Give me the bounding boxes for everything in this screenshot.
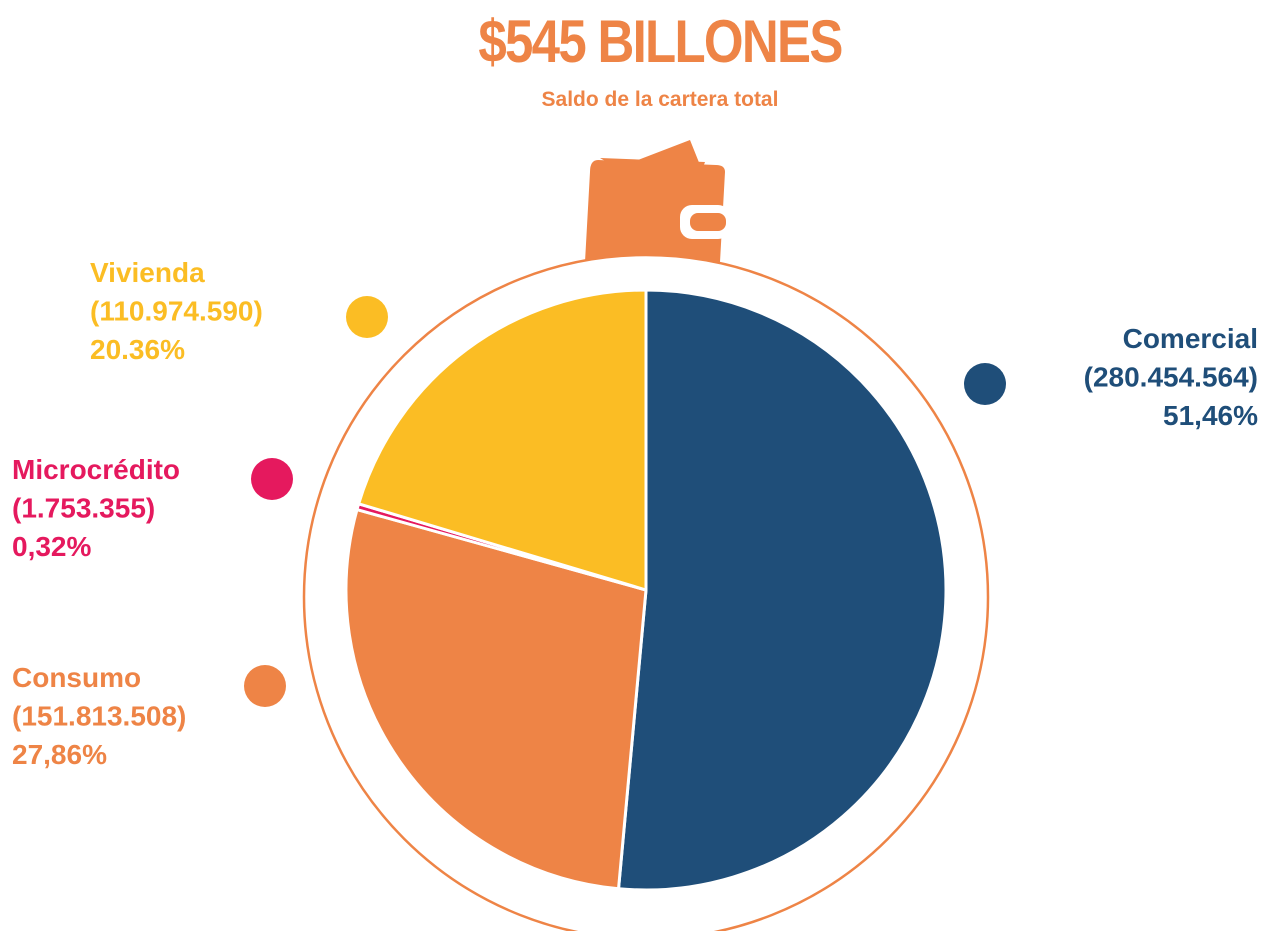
legend-dot bbox=[964, 363, 1006, 405]
chart-title: $545 BILLONES bbox=[478, 8, 841, 75]
pie-slice bbox=[344, 508, 648, 891]
amount-label: (151.813.508) bbox=[12, 701, 186, 732]
pie-slice bbox=[617, 288, 948, 892]
amount-label: (280.454.564) bbox=[1084, 362, 1258, 393]
value-label: 27,86% bbox=[12, 739, 107, 770]
value-label: 51,46% bbox=[1163, 400, 1258, 431]
legend-dot bbox=[244, 665, 286, 707]
legend-label: Comercial bbox=[1123, 323, 1258, 354]
amount-label: (110.974.590) bbox=[90, 296, 263, 327]
legend-label: Vivienda bbox=[90, 257, 205, 288]
legend-dot bbox=[346, 296, 388, 338]
legend-dot bbox=[251, 458, 293, 500]
value-label: 20.36% bbox=[90, 334, 185, 365]
pie-slice bbox=[357, 288, 648, 592]
value-label: 0,32% bbox=[12, 531, 91, 562]
chart-subtitle: Saldo de la cartera total bbox=[542, 88, 779, 111]
wallet-icon bbox=[585, 140, 730, 262]
legend-label: Microcrédito bbox=[12, 454, 180, 485]
amount-label: (1.753.355) bbox=[12, 493, 155, 524]
legend-label: Consumo bbox=[12, 662, 141, 693]
